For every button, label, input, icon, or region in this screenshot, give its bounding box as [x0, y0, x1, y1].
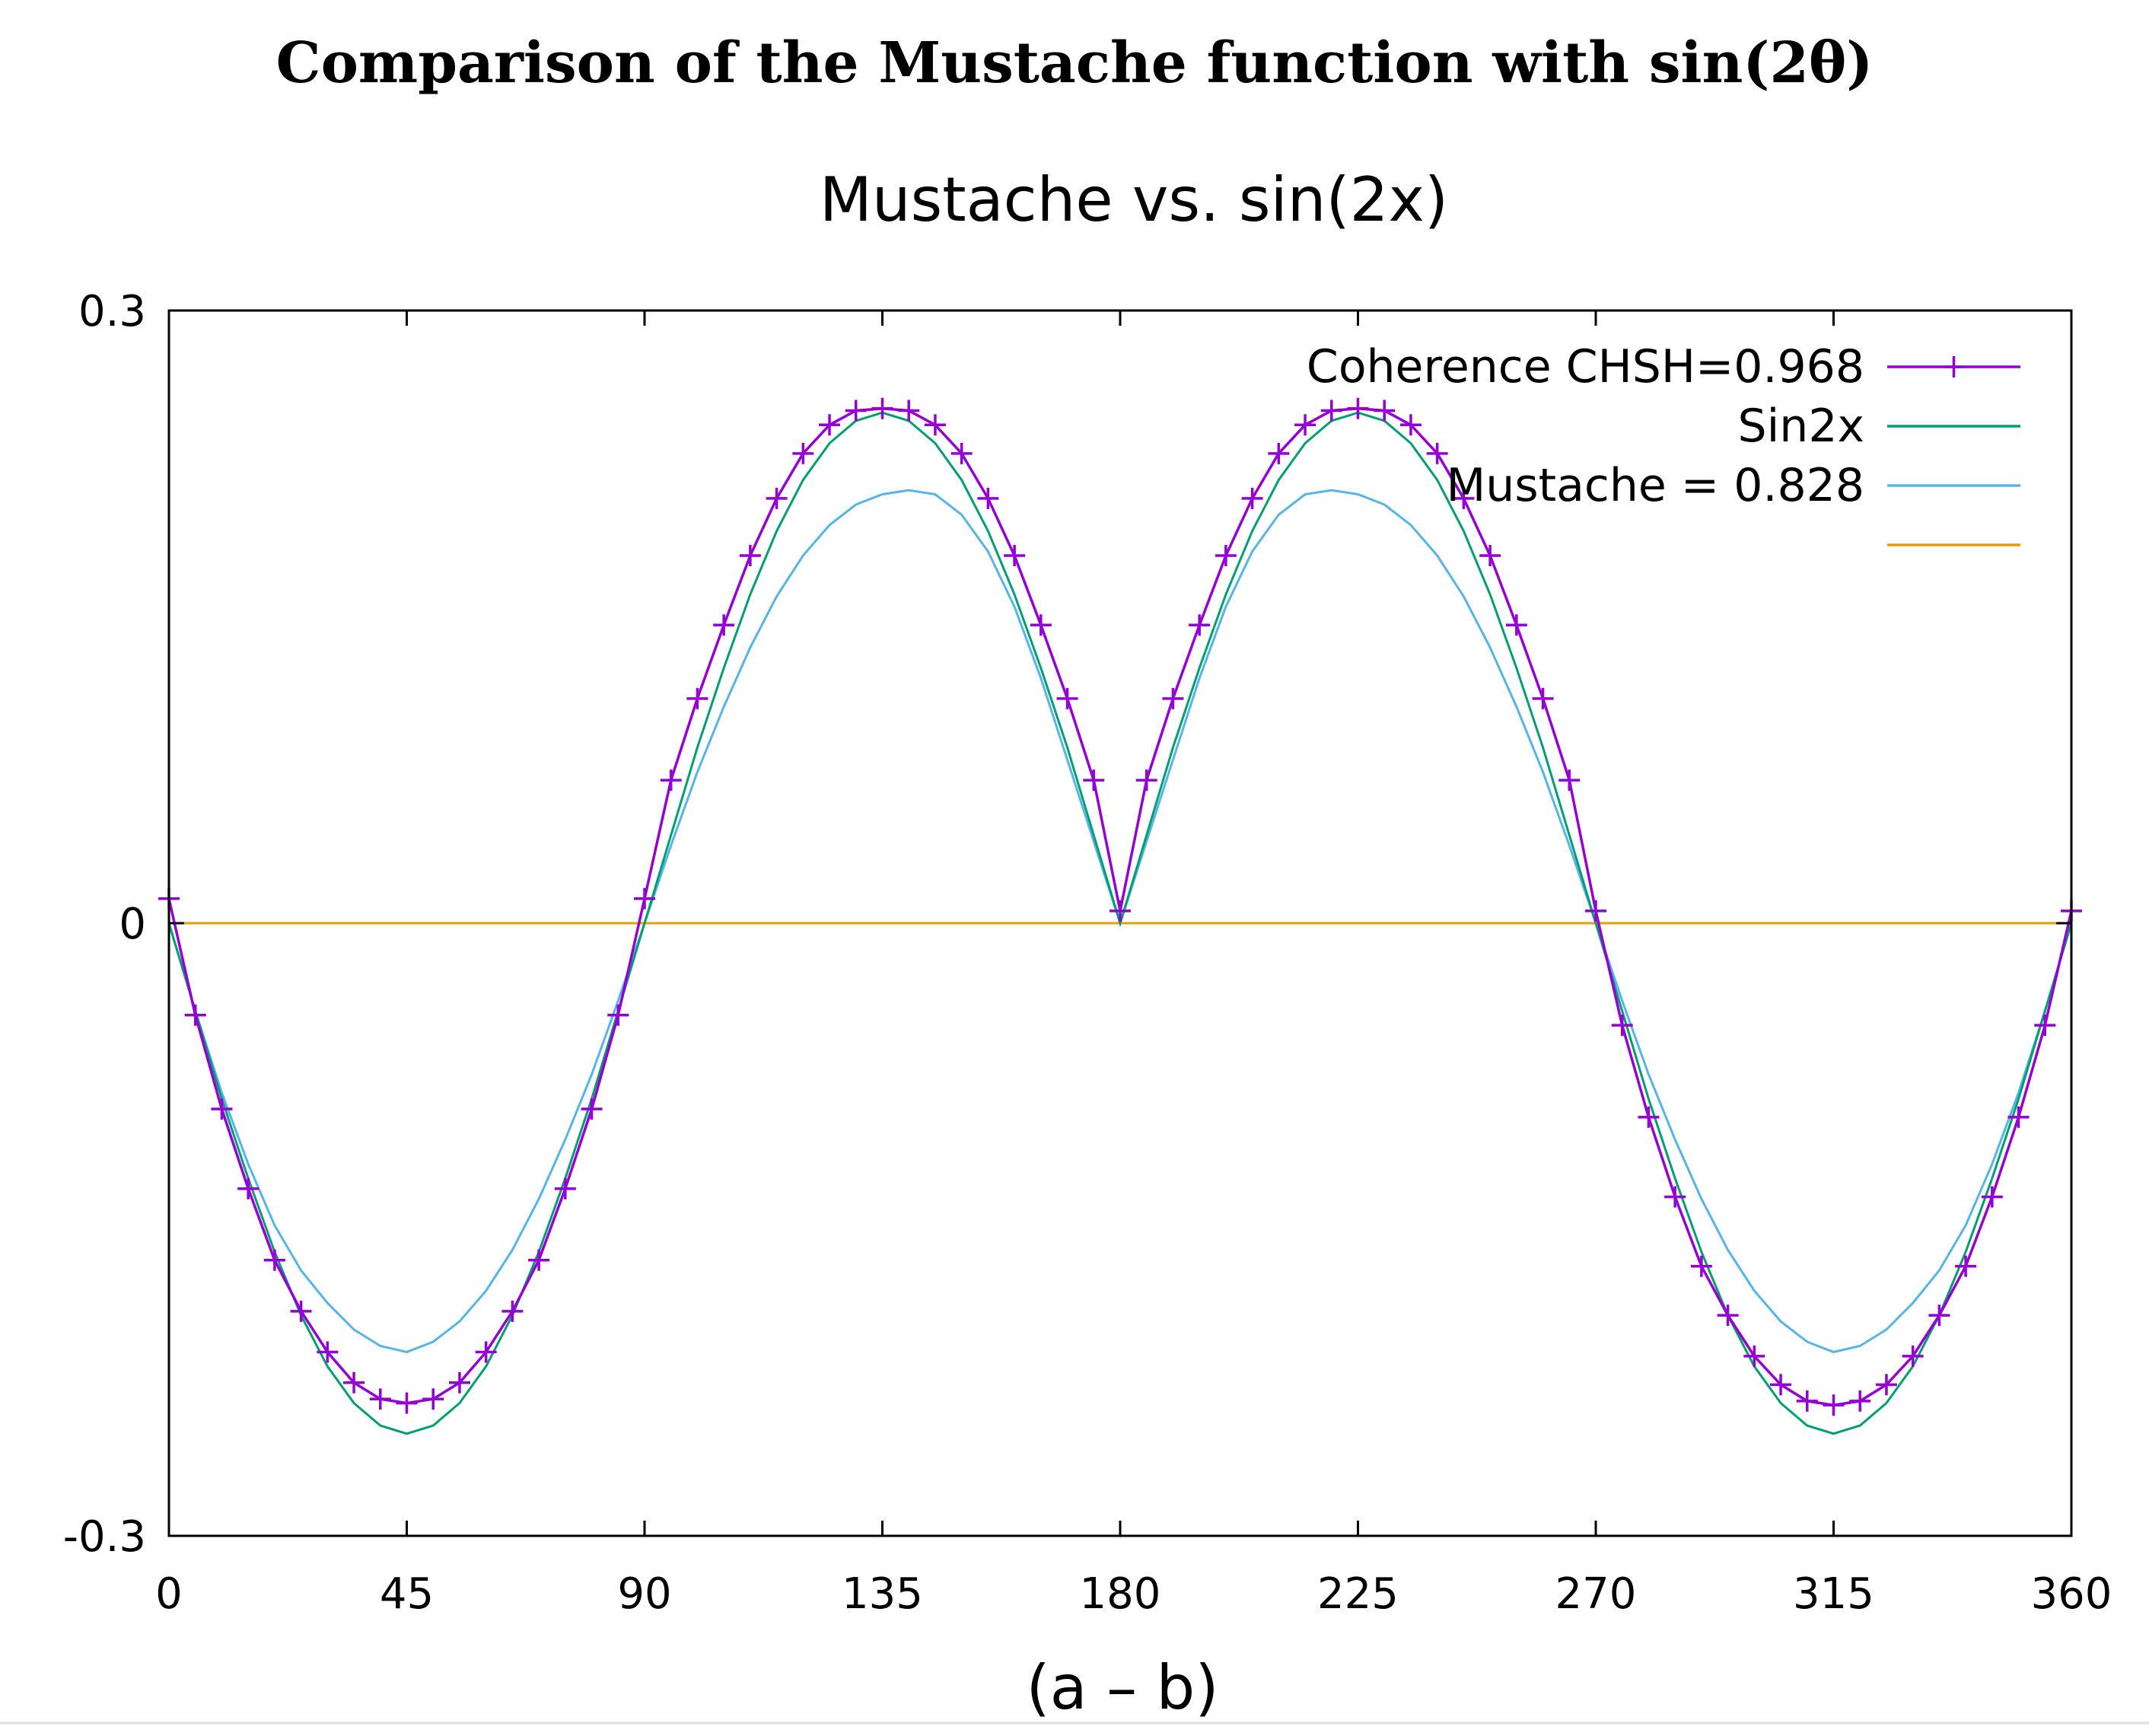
coherence-point-marker — [1928, 1304, 1950, 1327]
x-tick-label: 0 — [155, 1569, 183, 1619]
coherence-point-marker — [501, 1300, 524, 1322]
coherence-point-marker — [924, 414, 946, 436]
coherence-point-marker — [1347, 397, 1369, 419]
coherence-point-marker — [422, 1388, 444, 1410]
coherence-point-marker — [1215, 545, 1237, 566]
coherence-point-marker — [1374, 400, 1396, 422]
x-tick-label: 315 — [1793, 1569, 1874, 1619]
legend-label: Sin2x — [1738, 400, 1864, 453]
coherence-point-marker — [1056, 687, 1078, 709]
coherence-point-marker — [950, 442, 973, 464]
x-tick-label: 270 — [1555, 1569, 1637, 1619]
axes: 0 45 90 135 180 225 270 315 360-0.300.3 — [63, 287, 2112, 1619]
coherence-point-marker — [263, 1249, 285, 1271]
coherence-point-marker — [1690, 1255, 1712, 1277]
x-tick-label: 90 — [617, 1569, 671, 1619]
coherence-point-marker — [448, 1371, 470, 1394]
coherence-point-marker — [713, 614, 735, 636]
y-tick-label: 0 — [119, 900, 146, 949]
coherence-point-marker — [2034, 1015, 2056, 1037]
coherence-point-marker — [1611, 1015, 1633, 1037]
coherence-point-marker — [1664, 1186, 1686, 1208]
coherence-point-marker — [1638, 1106, 1660, 1128]
coherence-point-marker — [1585, 900, 1606, 922]
coherence-point-marker — [819, 414, 841, 436]
coherence-point-marker — [1981, 1186, 2003, 1208]
x-tick-label: 225 — [1317, 1569, 1399, 1619]
coherence-point-marker — [1083, 769, 1105, 792]
x-tick-label: 135 — [842, 1569, 923, 1619]
coherence-point-marker — [290, 1300, 312, 1322]
x-axis-label: (a – b) — [1026, 1652, 1218, 1723]
coherence-point-marker — [1241, 487, 1263, 509]
legend-label: Mustache = 0.828 — [1447, 459, 1864, 512]
coherence-point-marker — [343, 1371, 365, 1394]
coherence-point-marker — [554, 1177, 576, 1199]
coherence-point-marker — [1030, 614, 1052, 636]
coherence-point-marker — [634, 887, 655, 909]
coherence-point-marker — [1162, 687, 1184, 709]
coherence-point-marker — [1796, 1390, 1818, 1412]
coherence-point-marker — [1955, 1255, 1977, 1277]
footer-divider — [0, 1722, 2149, 1725]
coherence-point-marker — [1849, 1390, 1871, 1412]
coherence-point-marker — [1717, 1304, 1739, 1327]
coherence-point-marker — [317, 1341, 339, 1363]
coherence-point-marker — [1558, 769, 1581, 792]
coherence-point-marker — [1875, 1374, 1897, 1396]
coherence-point-marker — [607, 1004, 629, 1026]
coherence-point-marker — [1823, 1394, 1845, 1416]
coherence-point-marker — [237, 1177, 259, 1199]
page-title: Comparison of the Mustache function with… — [275, 30, 1874, 96]
coherence-point-marker — [2007, 1106, 2030, 1128]
coherence-point-marker — [1453, 487, 1475, 509]
x-tick-label: 45 — [380, 1569, 434, 1619]
legend-marker — [1943, 356, 1965, 377]
coherence-point-marker — [845, 400, 867, 422]
coherence-point-marker — [1399, 414, 1422, 436]
coherence-point-marker — [792, 442, 814, 464]
y-tick-label: 0.3 — [78, 287, 146, 336]
coherence-point-marker — [1135, 769, 1157, 792]
coherence-point-marker — [977, 487, 999, 509]
coherence-point-marker — [1320, 400, 1342, 422]
coherence-point-marker — [1505, 614, 1527, 636]
y-tick-label: -0.3 — [63, 1512, 146, 1562]
coherence-point-marker — [369, 1388, 391, 1410]
coherence-point-marker — [1479, 545, 1501, 566]
coherence-point-marker — [1268, 442, 1290, 464]
chart-title: Mustache vs. sin(2x) — [820, 164, 1448, 235]
coherence-point-marker — [766, 487, 788, 509]
coherence-point-marker — [1426, 442, 1448, 464]
coherence-point-marker — [1189, 614, 1211, 636]
coherence-point-marker — [1294, 414, 1316, 436]
coherence-point-marker — [475, 1341, 497, 1363]
coherence-point-marker — [1004, 545, 1026, 566]
x-tick-label: 360 — [2031, 1569, 2112, 1619]
coherence-point-marker — [396, 1392, 418, 1414]
coherence-point-marker — [871, 397, 893, 419]
coherence-point-marker — [660, 769, 682, 792]
coherence-point-marker — [1770, 1374, 1792, 1396]
coherence-point-marker — [1532, 687, 1554, 709]
x-tick-label: 180 — [1080, 1569, 1161, 1619]
coherence-point-marker — [1110, 900, 1131, 922]
coherence-point-marker — [1902, 1345, 1924, 1367]
plot-area — [158, 397, 2082, 1435]
coherence-point-marker — [739, 545, 761, 566]
legend-label: Coherence CHSH=0.968 — [1307, 340, 1864, 393]
legend: Coherence CHSH=0.968 Sin2x Mustache = 0.82… — [1307, 340, 2020, 546]
coherence-point-marker — [184, 1004, 206, 1026]
coherence-point-marker — [1743, 1345, 1765, 1367]
coherence-point-marker — [898, 400, 920, 422]
coherence-point-marker — [528, 1249, 550, 1271]
coherence-point-marker — [581, 1098, 603, 1120]
coherence-point-marker — [211, 1098, 233, 1120]
coherence-point-marker — [686, 687, 708, 709]
